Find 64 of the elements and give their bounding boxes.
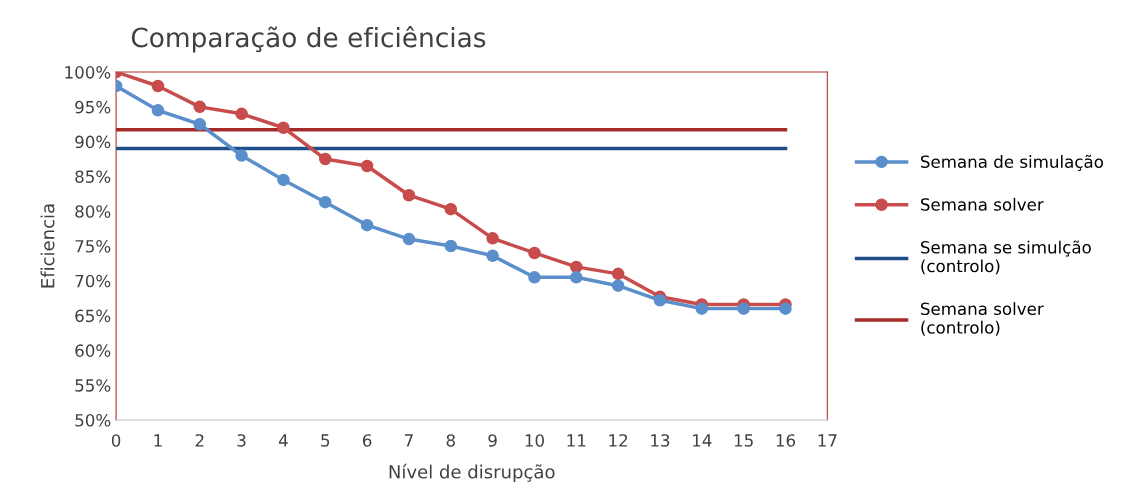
x-tick-label: 12 xyxy=(609,434,628,447)
point xyxy=(277,121,290,134)
y-tick-label: 65% xyxy=(75,309,111,323)
point xyxy=(151,104,165,117)
point xyxy=(611,279,625,292)
point xyxy=(570,260,583,274)
legend-label: Semana solver (controlo) xyxy=(920,302,1044,336)
point xyxy=(193,117,207,131)
point xyxy=(695,302,709,315)
x-tick-label: 4 xyxy=(278,434,288,447)
legend-label: Semana de simulação xyxy=(920,154,1103,171)
x-tick-label: 2 xyxy=(195,434,204,447)
point xyxy=(402,232,416,246)
point xyxy=(360,218,374,232)
y-tick-label: 75% xyxy=(75,239,111,253)
y-tick-label: 60% xyxy=(75,344,111,357)
x-tick-label: 15 xyxy=(734,434,753,447)
point xyxy=(277,173,290,187)
x-axis-title: Nível de disrupção xyxy=(389,463,555,483)
point xyxy=(402,188,416,202)
x-tick-label: 13 xyxy=(651,434,670,447)
point xyxy=(235,107,248,121)
chart-title: Comparação de eficiências xyxy=(131,25,486,53)
x-tick-label: 10 xyxy=(525,434,544,447)
legend-label: Semana solver xyxy=(920,197,1044,211)
x-tick-label: 9 xyxy=(488,434,497,447)
y-tick-label: 95% xyxy=(75,100,111,114)
point xyxy=(235,149,248,162)
x-tick-label: 8 xyxy=(446,434,455,447)
point xyxy=(486,249,499,263)
y-tick-label: 55% xyxy=(75,379,111,392)
y-tick-label: 100% xyxy=(65,66,111,79)
y-tick-label: 90% xyxy=(75,135,111,149)
point xyxy=(653,294,667,307)
x-tick-label: 6 xyxy=(362,434,372,447)
point xyxy=(444,239,458,253)
point xyxy=(360,159,374,173)
x-tick-label: 11 xyxy=(567,434,586,447)
point xyxy=(193,100,207,114)
point xyxy=(486,232,499,245)
point xyxy=(611,267,625,281)
point xyxy=(737,302,750,315)
y-tick-label: 85% xyxy=(75,170,111,183)
y-axis-title: Eficiencia xyxy=(40,204,55,288)
y-tick-label: 70% xyxy=(75,274,111,288)
x-tick-label: 1 xyxy=(154,434,162,447)
point xyxy=(528,271,541,284)
point xyxy=(319,195,332,209)
point xyxy=(570,271,583,284)
x-tick-label: 16 xyxy=(776,434,796,447)
point xyxy=(319,152,332,166)
x-tick-label: 14 xyxy=(693,434,712,447)
y-tick-label: 80% xyxy=(75,205,111,218)
x-tick-label: 17 xyxy=(818,434,837,447)
point xyxy=(528,246,541,260)
point xyxy=(779,302,792,315)
y-tick-label: 50% xyxy=(75,413,111,427)
x-tick-label: 0 xyxy=(111,434,121,447)
point xyxy=(151,79,165,93)
x-tick-label: 7 xyxy=(405,434,413,447)
point xyxy=(444,202,458,216)
x-tick-label: 3 xyxy=(237,434,246,447)
legend-label: Semana se simulção (controlo) xyxy=(920,240,1091,275)
x-tick-label: 5 xyxy=(321,434,330,447)
